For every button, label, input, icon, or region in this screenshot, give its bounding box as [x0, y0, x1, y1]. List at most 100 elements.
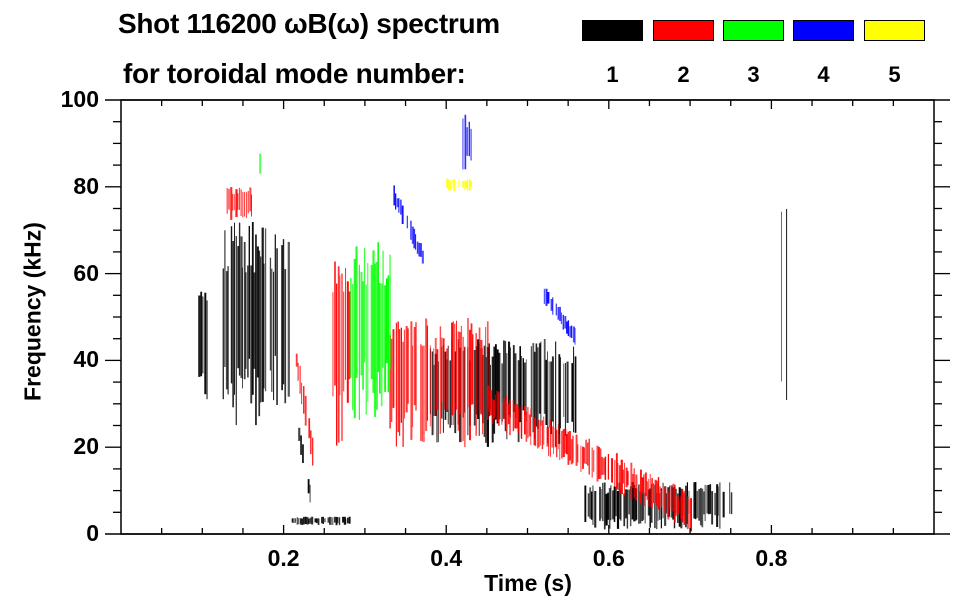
spectrum-streak — [583, 447, 585, 464]
mode-1-region — [291, 516, 351, 526]
spectrum-streak — [301, 518, 304, 525]
spectrum-streak — [706, 485, 709, 514]
spectrum-streak — [240, 189, 242, 216]
spectrum-streak — [585, 439, 587, 464]
spectrum-streak — [253, 272, 256, 369]
legend-label-3: 3 — [747, 62, 760, 87]
spectrum-streak — [631, 482, 634, 520]
spectrum-streak — [530, 408, 532, 445]
spectrum-streak — [674, 484, 676, 523]
spectrum-streak — [234, 222, 235, 395]
spectrum-streak — [303, 386, 305, 414]
spectrum-streak — [198, 295, 201, 377]
spectrum-streak — [701, 488, 704, 528]
spectrum-streak — [407, 328, 409, 404]
spectrum-streak — [693, 482, 696, 519]
spectrum-streak — [624, 462, 625, 497]
spectrum-streak — [562, 429, 565, 457]
spectrum-streak — [343, 516, 346, 525]
spectrum-streak — [348, 516, 351, 524]
spectrum-streak — [335, 516, 338, 526]
spectrum-streak — [426, 325, 428, 421]
spectrum-streak — [506, 395, 508, 433]
spectrum-streak — [644, 492, 646, 524]
x-tick-label: 0.8 — [755, 545, 788, 571]
spectrum-streak — [572, 435, 574, 464]
spectrum-streak — [605, 493, 608, 526]
spectrum-streak — [293, 518, 295, 523]
legend-label-5: 5 — [888, 62, 901, 87]
spectrum-streak — [342, 516, 345, 523]
spectrum-streak — [423, 345, 425, 443]
spectrum-streak — [355, 246, 358, 378]
spectrum-streak — [478, 327, 481, 410]
spectrum-streak — [470, 323, 473, 405]
spectrum-streak — [551, 356, 554, 422]
spectrum-streak — [204, 292, 207, 395]
spectrum-streak — [299, 365, 301, 394]
spectrum-streak — [421, 250, 424, 264]
spectrum-streak — [543, 339, 546, 414]
spectrum-streak — [237, 193, 239, 210]
spectrum-streak — [462, 336, 464, 442]
spectrum-streak — [465, 181, 468, 189]
spectrum-streak — [562, 314, 564, 330]
spectrum-streak — [259, 153, 262, 174]
spectrum-streak — [405, 326, 408, 413]
spectrum-streak — [639, 491, 642, 524]
spectrum-streak — [552, 297, 554, 315]
mode-4-region — [462, 114, 472, 170]
spectrum-streak — [281, 245, 283, 391]
spectrum-streak — [625, 467, 628, 488]
spectrum-streak — [311, 516, 314, 525]
spectrum-streak — [686, 496, 689, 530]
mode-1-region — [298, 427, 311, 503]
spectrum-streak — [638, 484, 640, 524]
spectrum-streak — [447, 179, 450, 191]
spectrum-streak — [521, 356, 523, 439]
spectrum-streak — [392, 329, 395, 408]
spectrum-streak — [399, 329, 401, 436]
spectrum-streak — [488, 343, 490, 417]
spectrum-streak — [615, 453, 618, 490]
spectrum-streak — [570, 439, 573, 465]
spectrum-streak — [512, 400, 515, 432]
spectrum-streak — [557, 307, 560, 320]
spectrum-streak — [308, 518, 310, 524]
spectrum-streak — [535, 343, 538, 427]
spectrum-streak — [458, 180, 460, 188]
spectrum-streak — [613, 486, 616, 522]
spectrum-streak — [473, 350, 476, 426]
spectrum-streak — [363, 248, 366, 363]
spectrum-streak — [228, 188, 230, 210]
spectrum-streak — [507, 403, 510, 425]
spectrum-streak — [243, 241, 246, 380]
spectrum-streak — [717, 486, 719, 516]
legend-swatch-4 — [793, 20, 854, 41]
spectrum-streak — [649, 488, 651, 528]
spectrum-streak — [569, 326, 572, 338]
spectrum-streak — [238, 187, 240, 210]
spectrum-streak — [669, 485, 671, 508]
spectrum-streak — [374, 263, 377, 418]
spectrum-streak — [490, 364, 491, 410]
spectrum-streak — [641, 491, 644, 521]
spectrum-streak — [719, 482, 721, 529]
spectrum-streak — [206, 300, 208, 400]
spectrum-streak — [704, 484, 706, 522]
spectrum-streak — [623, 493, 626, 527]
spectrum-streak — [593, 450, 595, 472]
spectrum-streak — [449, 360, 451, 428]
spectrum-streak — [571, 363, 573, 422]
spectrum-streak — [678, 487, 681, 527]
spectrum-streak — [494, 394, 496, 417]
spectrum-streak — [662, 485, 664, 506]
spectrum-streak — [649, 473, 651, 507]
spectrum-streak — [316, 518, 318, 524]
spectrum-streak — [488, 385, 490, 412]
spectrum-streak — [625, 489, 627, 519]
spectrum-streak — [438, 361, 439, 443]
spectrum-streak — [677, 498, 679, 513]
spectrum-streak — [380, 283, 383, 407]
spectrum-streak — [255, 234, 257, 426]
